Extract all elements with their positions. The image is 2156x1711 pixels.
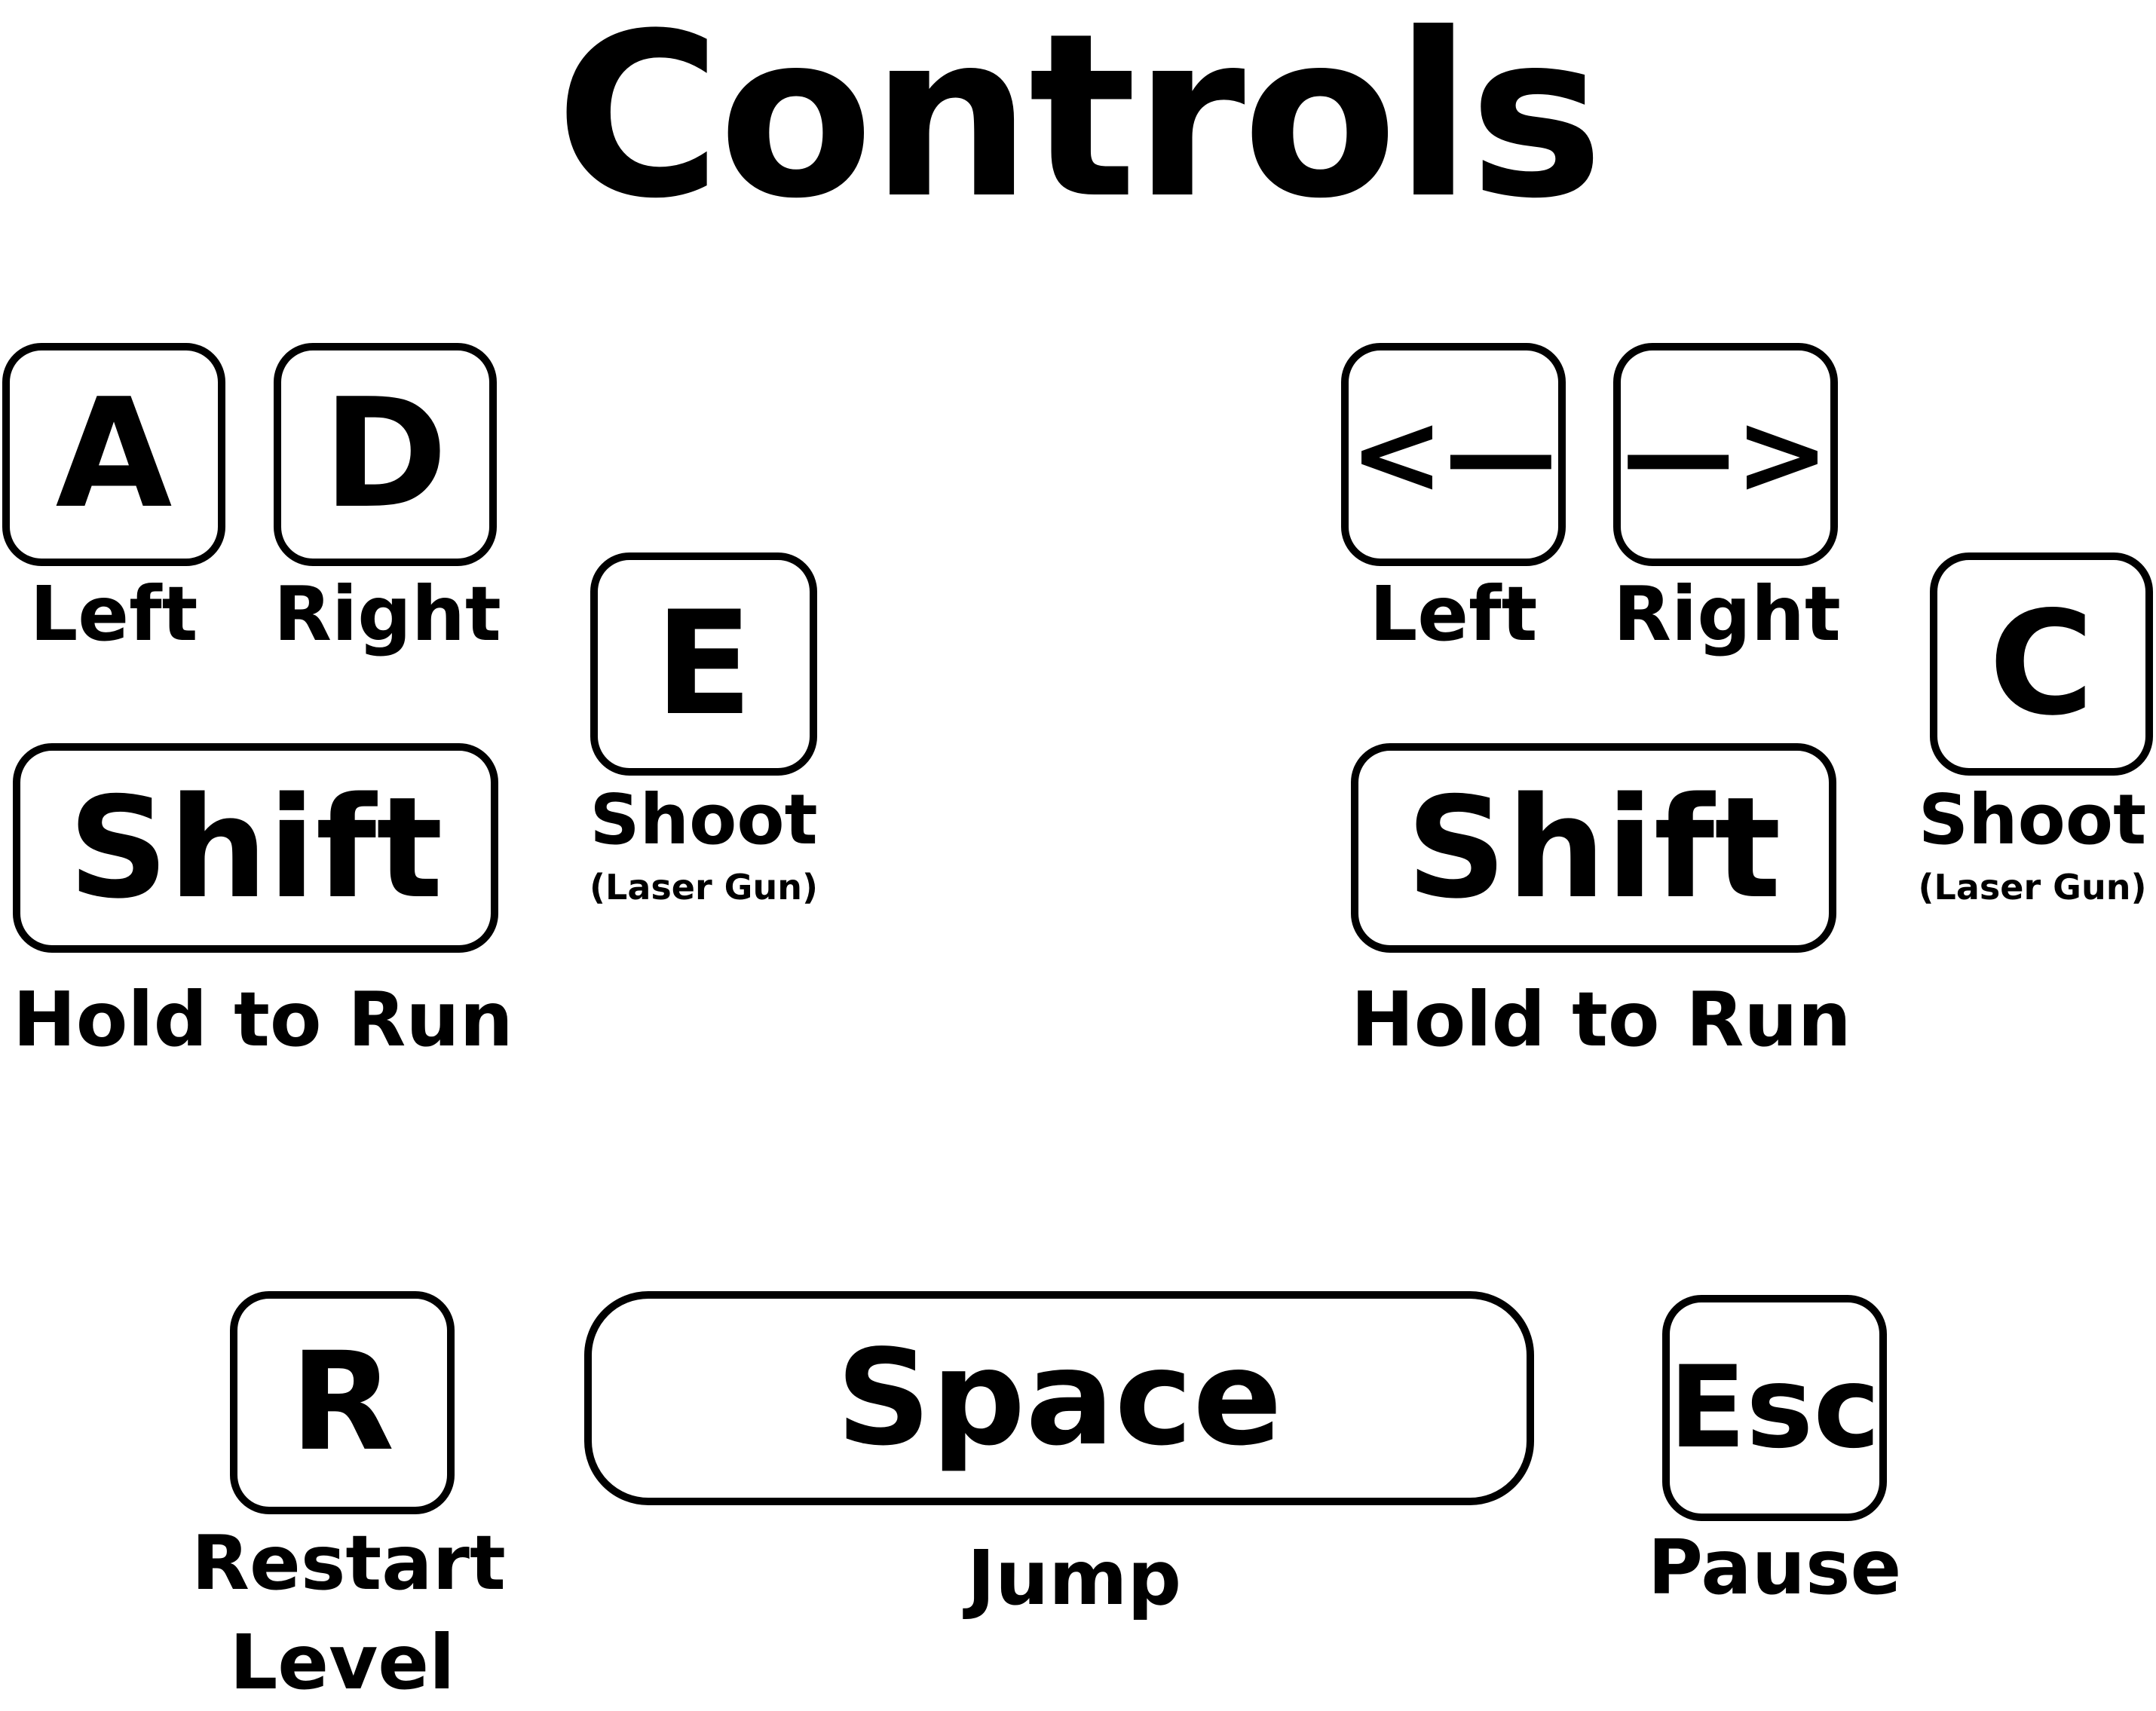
shift-key-left[interactable]: Shift: [13, 743, 498, 953]
c-key-action-sublabel: (Laser Gun): [1918, 867, 2147, 908]
c-key-action-label: Shoot: [1918, 779, 2147, 860]
a-key-label: A: [55, 366, 173, 542]
e-key[interactable]: E: [590, 552, 817, 776]
shift-key-left-label: Shift: [68, 766, 443, 929]
esc-key-label: Esc: [1668, 1342, 1881, 1474]
r-key-label: R: [289, 1324, 395, 1481]
e-key-action-sublabel: (Laser Gun): [590, 867, 818, 908]
shift-key-right[interactable]: Shift: [1351, 743, 1836, 953]
shift-key-right-label: Shift: [1406, 766, 1781, 929]
d-key[interactable]: D: [274, 343, 497, 566]
right-arrow-key[interactable]: —>: [1613, 343, 1838, 566]
c-key[interactable]: C: [1930, 552, 2153, 776]
e-key-action-label: Shoot: [590, 779, 818, 860]
left-arrow-key-action-label: Left: [1369, 570, 1538, 658]
r-key-action-label-line2: Level: [229, 1618, 455, 1706]
shift-key-right-action-label: Hold to Run: [1351, 975, 1851, 1064]
space-key-action-label: Jump: [966, 1534, 1182, 1622]
space-key-label: Space: [836, 1321, 1282, 1475]
page-title: Controls: [555, 0, 1604, 248]
right-arrow-key-action-label: Right: [1613, 570, 1841, 658]
esc-key[interactable]: Esc: [1662, 1295, 1887, 1521]
d-key-label: D: [322, 366, 448, 542]
r-key-action-label-line1: Restart: [191, 1519, 506, 1607]
c-key-label: C: [1989, 580, 2094, 747]
a-key-action-label: Left: [29, 570, 198, 658]
esc-key-action-label: Pause: [1647, 1523, 1902, 1612]
r-key[interactable]: R: [230, 1291, 455, 1514]
e-key-label: E: [654, 580, 753, 747]
d-key-action-label: Right: [274, 570, 501, 658]
left-arrow-key-label: <—: [1349, 389, 1557, 520]
right-arrow-key-label: —>: [1622, 389, 1830, 520]
a-key[interactable]: A: [2, 343, 225, 566]
space-key[interactable]: Space: [584, 1291, 1534, 1505]
shift-key-left-action-label: Hold to Run: [13, 975, 513, 1064]
left-arrow-key[interactable]: <—: [1341, 343, 1566, 566]
